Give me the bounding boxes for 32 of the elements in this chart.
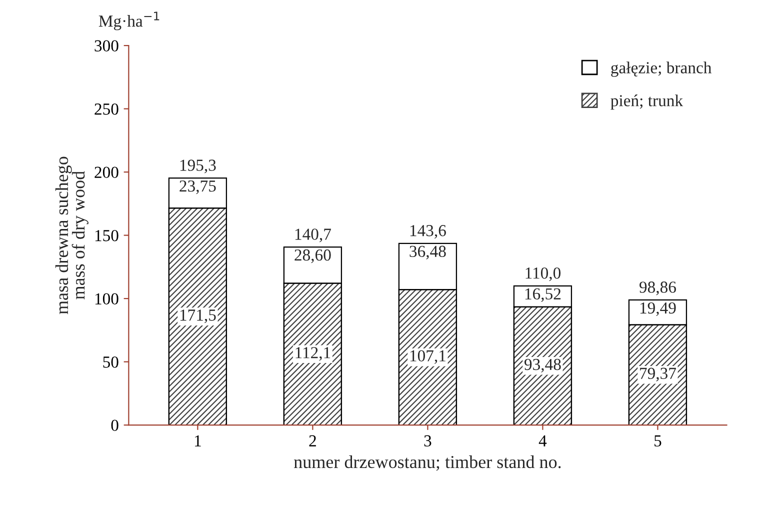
legend-label: pień; trunk — [610, 94, 684, 110]
y-tick-label: 100 — [95, 293, 118, 304]
data-label: 36,48 — [410, 246, 446, 260]
data-label: 107,1 — [410, 350, 446, 364]
total-label: 110,0 — [526, 267, 561, 282]
data-label: 79,37 — [640, 368, 676, 382]
y-axis-title: masa drewna suchego mass of dry wood — [55, 156, 88, 314]
x-tick-label: 5 — [654, 435, 662, 446]
x-tick-label: 3 — [424, 435, 432, 446]
total-label: 98,86 — [640, 282, 676, 296]
data-label: 16,52 — [525, 288, 561, 302]
data-label: 171,5 — [180, 310, 216, 324]
data-label: 93,48 — [524, 358, 561, 372]
data-label: 23,75 — [180, 180, 216, 194]
y-tick-label: 150 — [95, 230, 118, 242]
total-label: 143,6 — [410, 225, 446, 239]
y-tick-label: 50 — [103, 356, 118, 368]
data-label: 28,60 — [294, 249, 331, 264]
y-tick-label: 250 — [94, 103, 118, 115]
y-tick-label: 0 — [111, 420, 118, 431]
total-label: 140,7 — [295, 228, 331, 242]
x-tick-label: 2 — [309, 435, 316, 446]
legend-label: gałęzie; branch — [611, 62, 712, 77]
x-tick-label: 1 — [194, 435, 201, 446]
x-tick-label: 4 — [538, 435, 547, 446]
text: Mg·ha$^{−1}$ — [98, 12, 160, 30]
total-label: 195,3 — [180, 160, 216, 174]
data-label: 112,1 — [296, 347, 330, 361]
y-tick-label: 200 — [94, 166, 118, 178]
x-axis-title: numer drzewostanu; timber stand no. — [294, 455, 561, 471]
y-tick-label: 300 — [94, 40, 118, 52]
data-label: 19,49 — [640, 302, 676, 316]
